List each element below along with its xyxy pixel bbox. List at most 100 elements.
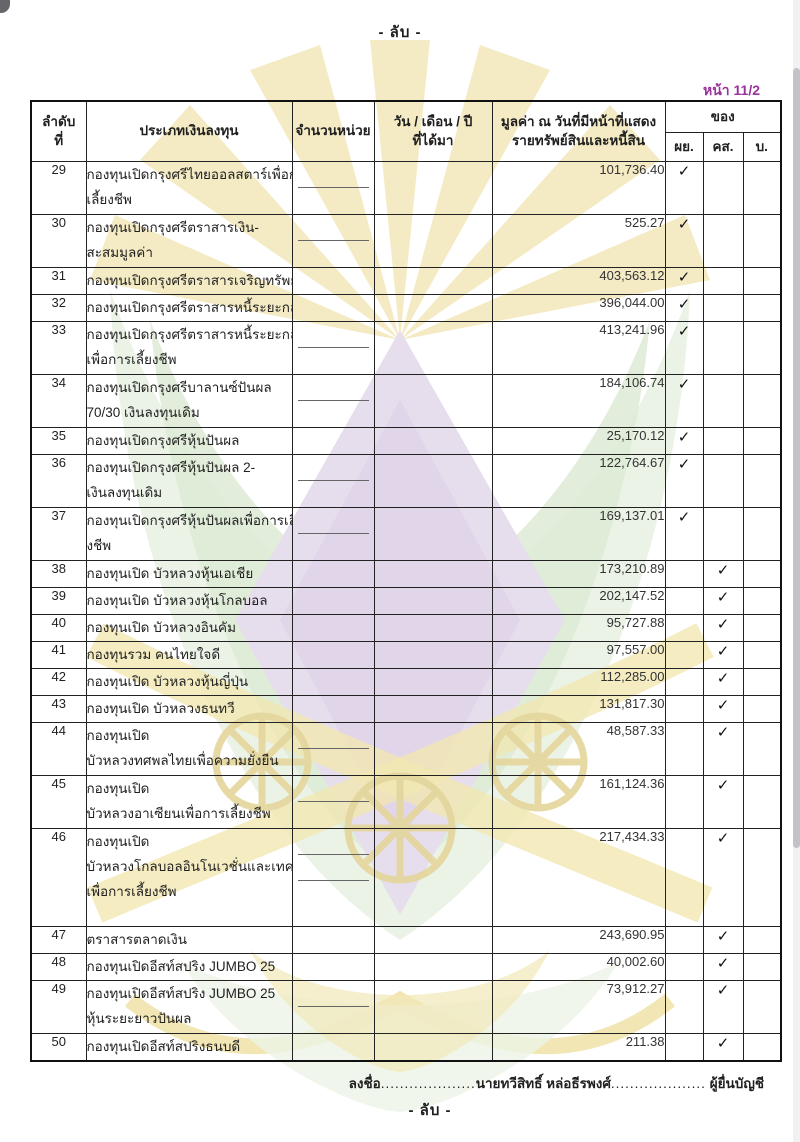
row-fund-name: ตราสารตลาดเงิน [85,926,293,954]
table-row: 30 กองทุนเปิดกรุงศรีตราสารเงิน- สะสมมูลค่… [30,214,782,268]
row-check-b [742,294,782,322]
fund-name-line: กองทุนเปิด บัวหลวงธนทวี [86,701,235,716]
signature-dots-right: .................... [610,1076,706,1091]
row-number: 47 [30,926,87,954]
row-check-b [742,374,782,428]
row-units-cell [291,641,375,669]
fund-name-line: กองทุนเปิด [86,834,150,849]
fund-name-line: เลี้ยงชีพ [86,192,132,207]
fund-name-line: กองทุนเปิดกรุงศรีหุ้นปันผลเพื่อการเลี้ย [86,513,292,528]
row-date-cell [373,926,493,954]
table-row: 34 กองทุนเปิดกรุงศรีบาลานซ์ปันผล 70/30 เง… [30,374,782,428]
row-number: 37 [30,507,87,561]
row-check-py [664,614,704,642]
row-units-cell [291,294,375,322]
units-write-line [297,508,369,534]
table-row: 38 กองทุนเปิด บัวหลวงหุ้นเอเชีย 173,210.… [30,560,782,588]
units-write-line [297,855,369,881]
row-units-cell [291,722,375,776]
row-number: 42 [30,668,87,696]
row-fund-name: กองทุนเปิดกรุงศรีไทยออลสตาร์เพื่อการ เลี้… [85,161,293,215]
row-units-cell [291,695,375,723]
fund-name-line: กองทุนเปิดกรุงศรีหุ้นปันผล [86,433,240,448]
row-check-b [742,980,782,1034]
signature-line: ลงชื่อ....................นายทวีสิทธิ์ ห… [0,1072,764,1094]
fund-name-line: กองทุนเปิด บัวหลวงหุ้นโกลบอล [86,593,268,608]
table-row: 32 กองทุนเปิดกรุงศรีตราสารหนี้ระยะกลาง 3… [30,294,782,322]
col-header-date: วัน / เดือน / ปี ที่ได้มา [373,100,493,162]
row-number: 29 [30,161,87,215]
row-check-b [742,161,782,215]
row-date-cell [373,775,493,829]
row-number: 49 [30,980,87,1034]
row-number: 35 [30,427,87,455]
row-fund-name: กองทุนเปิดกรุงศรีตราสารหนี้ระยะกลาง เพื่อ… [85,321,293,375]
fund-name-line: กองทุนเปิดกรุงศรีหุ้นปันผล 2- [86,460,256,475]
row-check-py: ✓ [664,214,704,268]
row-check-ks: ✓ [702,1033,744,1062]
row-check-ks: ✓ [702,953,744,981]
row-check-py [664,722,704,776]
col-header-units: จำนวนหน่วย [291,100,375,162]
row-units-cell [291,161,375,215]
scrollbar-thumb[interactable] [793,68,800,848]
col-header-type: ประเภทเงินลงทุน [85,100,293,162]
units-write-line [297,162,369,188]
row-value: 101,736.40 [491,161,666,215]
table-row: 35 กองทุนเปิดกรุงศรีหุ้นปันผล 25,170.12 … [30,427,782,455]
row-check-py [664,587,704,615]
row-number: 31 [30,267,87,295]
row-check-ks: ✓ [702,828,744,927]
row-units-cell [291,980,375,1034]
row-value: 173,210.89 [491,560,666,588]
row-check-b [742,668,782,696]
fund-name-line: บัวหลวงโกลบอลอินโนเวชั่นและเทคโนโล [86,859,292,874]
row-fund-name: กองทุนเปิดอีสท์สปริง JUMBO 25 หุ้นระยะยาว… [85,980,293,1034]
row-check-b [742,560,782,588]
row-number: 39 [30,587,87,615]
row-value: 525.27 [491,214,666,268]
row-value: 97,557.00 [491,641,666,669]
row-date-cell [373,560,493,588]
row-check-py [664,926,704,954]
row-check-py [664,668,704,696]
table-row: 48 กองทุนเปิดอีสท์สปริง JUMBO 25 40,002.… [30,953,782,981]
row-date-cell [373,614,493,642]
table-row: 45 กองทุนเปิด บัวหลวงอาเซียนเพื่อการเลี้ย… [30,775,782,829]
row-check-ks: ✓ [702,668,744,696]
units-write-line [297,829,369,855]
row-date-cell [373,507,493,561]
row-value: 184,106.74 [491,374,666,428]
row-value: 95,727.88 [491,614,666,642]
row-number: 41 [30,641,87,669]
row-date-cell [373,587,493,615]
row-check-py [664,695,704,723]
row-check-py: ✓ [664,507,704,561]
row-check-py: ✓ [664,454,704,508]
table-row: 39 กองทุนเปิด บัวหลวงหุ้นโกลบอล 202,147.… [30,587,782,615]
fund-name-line: กองทุนเปิด [86,728,150,743]
row-date-cell [373,454,493,508]
row-check-py: ✓ [664,161,704,215]
scrollbar[interactable] [793,0,800,1142]
row-number: 33 [30,321,87,375]
row-date-cell [373,668,493,696]
row-units-cell [291,267,375,295]
row-fund-name: กองทุนเปิด บัวหลวงอินคัม [85,614,293,642]
row-check-b [742,695,782,723]
fund-name-line: กองทุนรวม คนไทยใจดี [86,647,221,662]
fund-name-line: ตราสารตลาดเงิน [86,932,188,947]
row-number: 36 [30,454,87,508]
row-units-cell [291,1033,375,1062]
fund-name-line: กองทุนเปิดอีสท์สปริง JUMBO 25 [86,959,276,974]
fund-name-line: กองทุนเปิด บัวหลวงหุ้นเอเชีย [86,566,254,581]
row-number: 30 [30,214,87,268]
signer-role: ผู้ยื่นบัญชี [709,1076,764,1091]
row-check-py: ✓ [664,374,704,428]
table-row: 43 กองทุนเปิด บัวหลวงธนทวี 131,817.30 ✓ [30,695,782,723]
row-number: 38 [30,560,87,588]
row-check-ks: ✓ [702,614,744,642]
table-row: 37 กองทุนเปิดกรุงศรีหุ้นปันผลเพื่อการเลี… [30,507,782,561]
row-check-ks [702,321,744,375]
table-row: 29 กองทุนเปิดกรุงศรีไทยออลสตาร์เพื่อการเ… [30,161,782,215]
